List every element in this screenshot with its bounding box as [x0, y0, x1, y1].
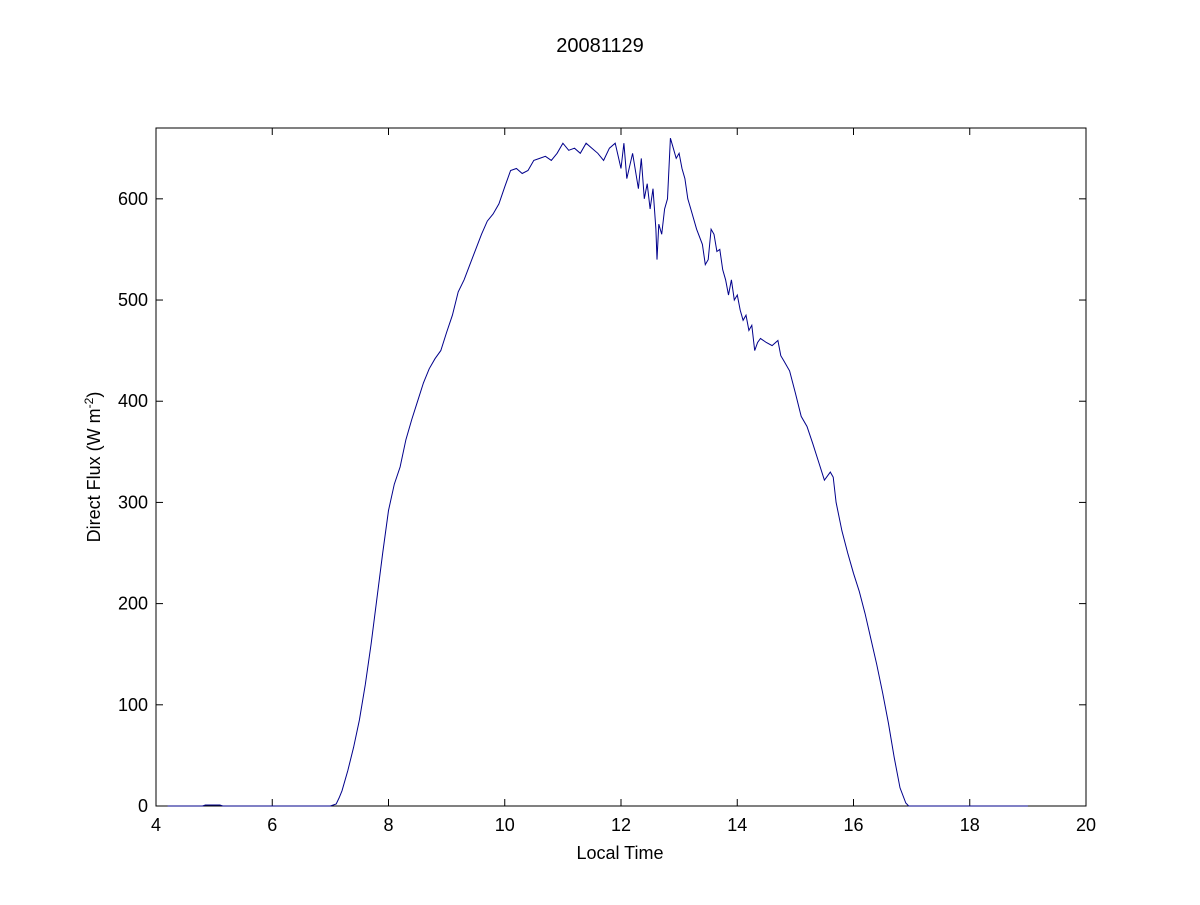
direct-flux-series-line	[167, 137, 1028, 807]
y-axis-label: Direct Flux (W m-2)	[82, 392, 104, 543]
x-tick-label: 4	[151, 815, 161, 835]
y-tick-label: 600	[118, 189, 148, 209]
y-tick-label: 400	[118, 391, 148, 411]
y-axis-label-suffix: )	[84, 392, 104, 398]
x-tick-label: 12	[611, 815, 631, 835]
x-axis-label: Local Time	[576, 843, 663, 863]
x-tick-label: 6	[267, 815, 277, 835]
x-tick-label: 18	[960, 815, 980, 835]
x-tick-label: 10	[495, 815, 515, 835]
chart-title: 20081129	[556, 35, 644, 57]
y-tick-label: 100	[118, 695, 148, 715]
y-axis-label-text: Direct Flux (W m	[84, 408, 104, 542]
x-tick-label: 8	[383, 815, 393, 835]
y-tick-label: 500	[118, 290, 148, 310]
y-axis-label-superscript: -2	[82, 397, 96, 408]
x-tick-label: 20	[1076, 815, 1096, 835]
y-tick-label: 300	[118, 492, 148, 512]
x-tick-label: 16	[843, 815, 863, 835]
y-tick-label: 200	[118, 594, 148, 614]
y-tick-label: 0	[138, 796, 148, 816]
x-tick-label: 14	[727, 815, 747, 835]
